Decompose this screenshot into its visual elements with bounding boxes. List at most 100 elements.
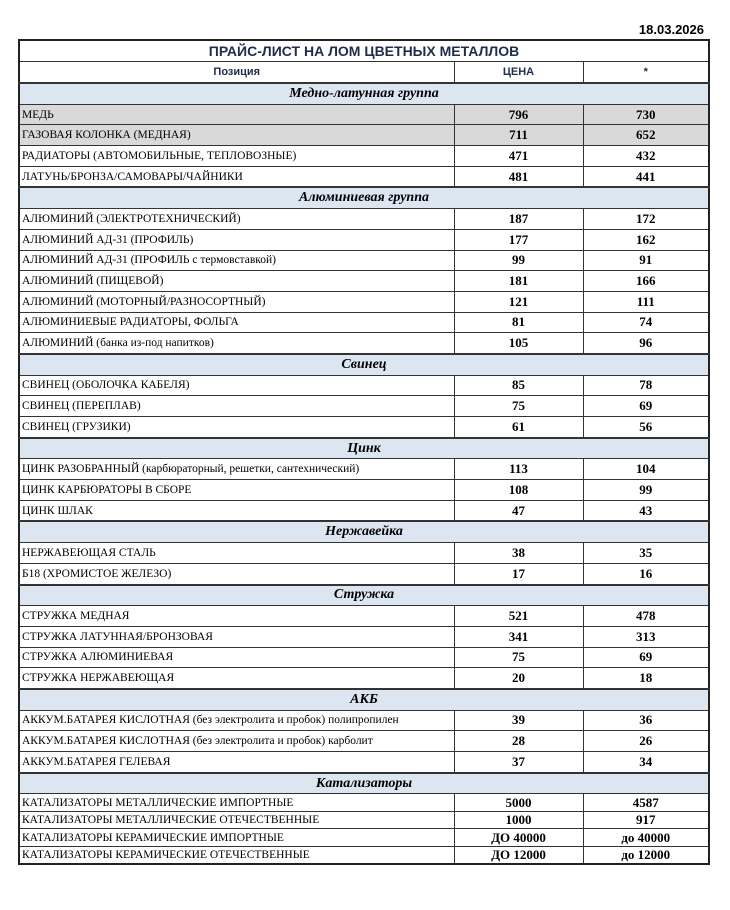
table-row: АЛЮМИНИЙ (ПИЩЕВОЙ) 181 166 (18, 270, 710, 292)
item-alt-price: до 40000 (582, 828, 710, 847)
item-alt-price: 69 (582, 646, 710, 669)
group-row: Стружка (18, 583, 710, 607)
item-name: СТРУЖКА АЛЮМИНИЕВАЯ (18, 646, 455, 669)
item-alt-price: 166 (582, 270, 710, 292)
item-name: АЛЮМИНИЙ (МОТОРНЫЙ/РАЗНОСОРТНЫЙ) (18, 290, 455, 313)
group-title: Свинец (18, 352, 710, 376)
item-alt-price: 18 (582, 667, 710, 690)
item-name: КАТАЛИЗАТОРЫ МЕТАЛЛИЧЕСКИЕ ИМПОРТНЫЕ (18, 793, 455, 812)
item-price: 121 (453, 290, 584, 313)
table-row: АЛЮМИНИЙ (ЭЛЕКТРОТЕХНИЧЕСКИЙ) 187 172 (18, 208, 710, 230)
table-row: АККУМ.БАТАРЕЯ ГЕЛЕВАЯ 37 34 (18, 750, 710, 774)
group-title: Цинк (18, 436, 710, 460)
group-row: Алюминиевая группа (18, 186, 710, 210)
item-price: 711 (453, 124, 584, 147)
item-alt-price: 78 (582, 374, 710, 397)
item-price: 471 (453, 145, 584, 167)
table-row: ГАЗОВАЯ КОЛОНКА (МЕДНАЯ) 711 652 (18, 124, 710, 147)
item-alt-price: 652 (582, 124, 710, 147)
item-alt-price: 111 (582, 290, 710, 313)
group-title: АКБ (18, 687, 710, 711)
item-price: 38 (453, 542, 584, 564)
group-row: Цинк (18, 436, 710, 460)
table-row: ЦИНК РАЗОБРАННЫЙ (карбюраторный, решетки… (18, 458, 710, 481)
column-header-alt-price: * (582, 61, 710, 84)
item-alt-price: 432 (582, 145, 710, 167)
item-price: 187 (453, 208, 584, 230)
item-price: 85 (453, 374, 584, 397)
item-name: АККУМ.БАТАРЕЯ ГЕЛЕВАЯ (18, 750, 455, 774)
table-row: АККУМ.БАТАРЕЯ КИСЛОТНАЯ (без электролита… (18, 709, 710, 732)
item-name: ЦИНК РАЗОБРАННЫЙ (карбюраторный, решетки… (18, 458, 455, 481)
group-title: Катализаторы (18, 771, 710, 795)
item-name: Б18 (ХРОМИСТОЕ ЖЕЛЕЗО) (18, 562, 455, 586)
item-alt-price: 99 (582, 479, 710, 501)
group-row: Катализаторы (18, 771, 710, 795)
table-row: ЦИНК КАРБЮРАТОРЫ В СБОРЕ 108 99 (18, 479, 710, 501)
item-alt-price: 313 (582, 625, 710, 648)
item-price: 75 (453, 395, 584, 417)
page-title: ПРАЙС-ЛИСТ НА ЛОМ ЦВЕТНЫХ МЕТАЛЛОВ (18, 39, 710, 62)
item-alt-price: 4587 (582, 793, 710, 812)
table-row: СТРУЖКА МЕДНАЯ 521 478 (18, 605, 710, 627)
item-name: СВИНЕЦ (ГРУЗИКИ) (18, 415, 455, 439)
group-row: Медно-латунная группа (18, 81, 710, 105)
item-alt-price: 34 (582, 750, 710, 774)
group-title: Стружка (18, 583, 710, 607)
item-name: АЛЮМИНИЙ (ПИЩЕВОЙ) (18, 270, 455, 292)
item-alt-price: 917 (582, 810, 710, 830)
item-name: АККУМ.БАТАРЕЯ КИСЛОТНАЯ (без электролита… (18, 730, 455, 752)
group-title: Алюминиевая группа (18, 186, 710, 210)
item-alt-price: 730 (582, 103, 710, 126)
item-price: 796 (453, 103, 584, 126)
item-price: 17 (453, 562, 584, 586)
group-row: Нержавейка (18, 520, 710, 544)
item-name: СТРУЖКА ЛАТУННАЯ/БРОНЗОВАЯ (18, 625, 455, 648)
header-row: Позиция ЦЕНА * (18, 61, 710, 84)
table-row: Б18 (ХРОМИСТОЕ ЖЕЛЕЗО) 17 16 (18, 562, 710, 586)
item-alt-price: 43 (582, 499, 710, 522)
table-row: СВИНЕЦ (ГРУЗИКИ) 61 56 (18, 415, 710, 439)
item-alt-price: 162 (582, 228, 710, 251)
item-price: 341 (453, 625, 584, 648)
item-name: МЕДЬ (18, 103, 455, 126)
item-alt-price: 35 (582, 542, 710, 564)
item-alt-price: 69 (582, 395, 710, 417)
item-price: 28 (453, 730, 584, 752)
table-row: СТРУЖКА АЛЮМИНИЕВАЯ 75 69 (18, 646, 710, 669)
item-name: ЛАТУНЬ/БРОНЗА/САМОВАРЫ/ЧАЙНИКИ (18, 165, 455, 188)
item-name: НЕРЖАВЕЮЩАЯ СТАЛЬ (18, 542, 455, 564)
item-alt-price: 36 (582, 709, 710, 732)
item-name: СВИНЕЦ (ПЕРЕПЛАВ) (18, 395, 455, 417)
column-header-price: ЦЕНА (453, 61, 584, 84)
item-price: 39 (453, 709, 584, 732)
item-price: 481 (453, 165, 584, 188)
item-name: СТРУЖКА МЕДНАЯ (18, 605, 455, 627)
table-row: АЛЮМИНИЙ АД-31 (ПРОФИЛЬ с термовставкой)… (18, 249, 710, 272)
item-alt-price: 26 (582, 730, 710, 752)
table-row: КАТАЛИЗАТОРЫ МЕТАЛЛИЧЕСКИЕ ИМПОРТНЫЕ 5000… (18, 793, 710, 812)
item-alt-price: 74 (582, 311, 710, 334)
item-alt-price: 104 (582, 458, 710, 481)
table-row: КАТАЛИЗАТОРЫ КЕРАМИЧЕСКИЕ ОТЕЧЕСТВЕННЫЕ Д… (18, 845, 710, 865)
item-name: АККУМ.БАТАРЕЯ КИСЛОТНАЯ (без электролита… (18, 709, 455, 732)
item-name: АЛЮМИНИЙ АД-31 (ПРОФИЛЬ) (18, 228, 455, 251)
item-price: 1000 (453, 810, 584, 830)
item-name: ГАЗОВАЯ КОЛОНКА (МЕДНАЯ) (18, 124, 455, 147)
item-alt-price: 96 (582, 332, 710, 355)
item-name: ЦИНК КАРБЮРАТОРЫ В СБОРЕ (18, 479, 455, 501)
item-price: 61 (453, 415, 584, 439)
table-row: АККУМ.БАТАРЕЯ КИСЛОТНАЯ (без электролита… (18, 730, 710, 752)
item-price: 108 (453, 479, 584, 501)
item-name: ЦИНК ШЛАК (18, 499, 455, 522)
group-row: Свинец (18, 352, 710, 376)
item-name: КАТАЛИЗАТОРЫ КЕРАМИЧЕСКИЕ ИМПОРТНЫЕ (18, 828, 455, 847)
item-alt-price: 16 (582, 562, 710, 586)
table-row: АЛЮМИНИЙ (банка из-под напитков) 105 96 (18, 332, 710, 355)
item-price: 37 (453, 750, 584, 774)
item-alt-price: до 12000 (582, 845, 710, 865)
item-alt-price: 478 (582, 605, 710, 627)
table-row: АЛЮМИНИЕВЫЕ РАДИАТОРЫ, ФОЛЬГА 81 74 (18, 311, 710, 334)
item-name: АЛЮМИНИЕВЫЕ РАДИАТОРЫ, ФОЛЬГА (18, 311, 455, 334)
table-row: АЛЮМИНИЙ (МОТОРНЫЙ/РАЗНОСОРТНЫЙ) 121 111 (18, 290, 710, 313)
